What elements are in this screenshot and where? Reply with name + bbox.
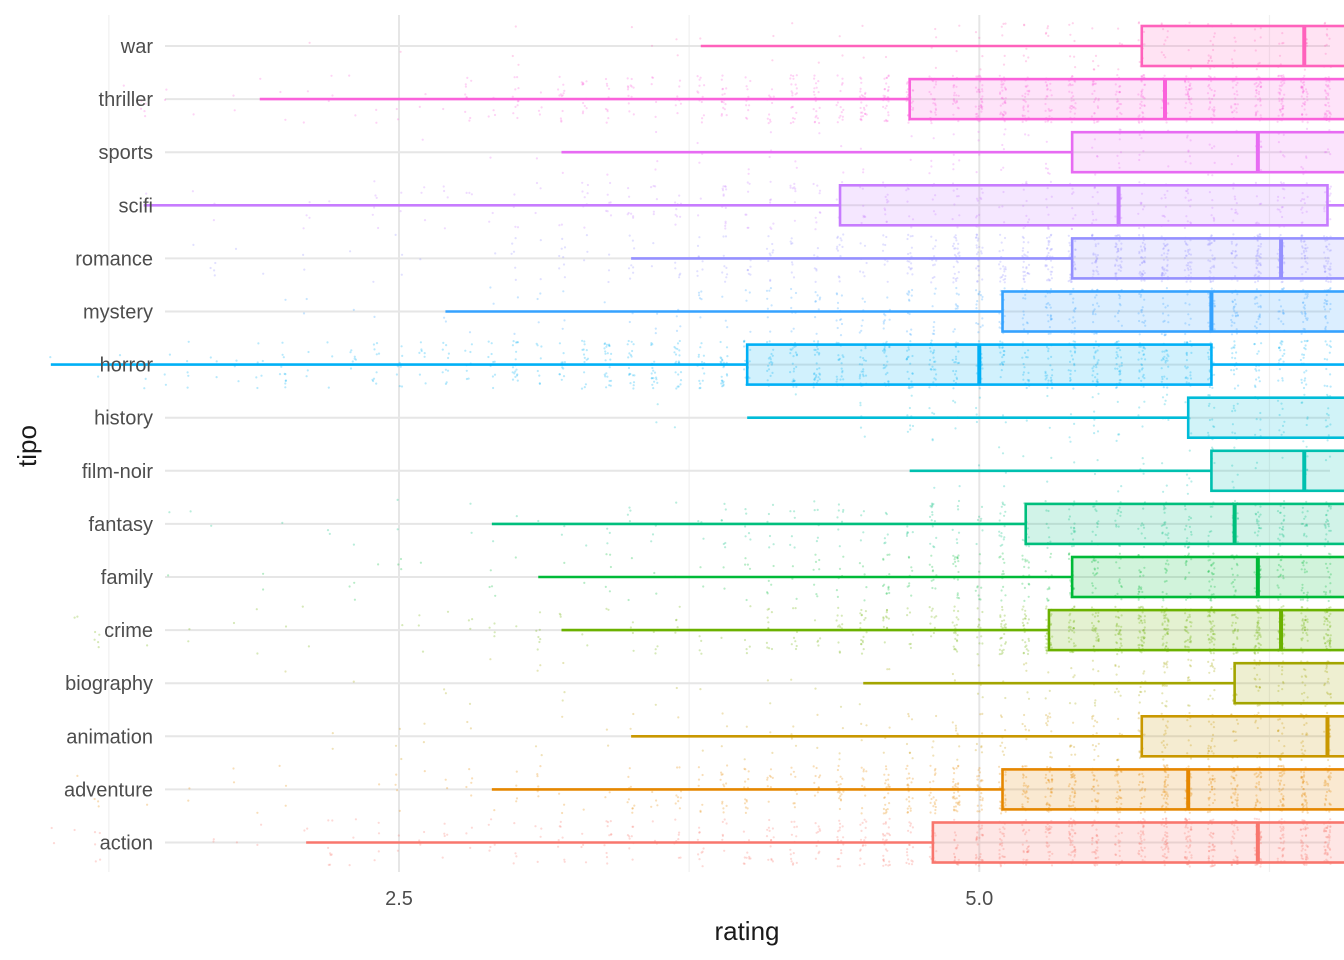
boxplot-romance: [631, 238, 1344, 278]
box: [1211, 451, 1344, 491]
boxplot-biography: [863, 663, 1344, 703]
box: [933, 823, 1344, 863]
y-tick-label: thriller: [99, 89, 154, 111]
y-tick-label: family: [101, 567, 153, 589]
boxplot-fantasy: [492, 504, 1344, 544]
boxplot-action: [306, 823, 1344, 863]
box: [1072, 238, 1344, 278]
y-tick-label: mystery: [83, 302, 153, 324]
box: [1049, 610, 1344, 650]
box: [1235, 663, 1344, 703]
boxplot-thriller: [260, 79, 1344, 119]
y-tick-label: romance: [75, 248, 153, 270]
y-tick-label: film-noir: [82, 461, 153, 483]
boxplot-horror: [51, 345, 1344, 385]
boxplot-adventure: [492, 769, 1344, 809]
y-tick-label: war: [120, 36, 154, 58]
y-tick-label: action: [100, 833, 153, 855]
y-tick-label: horror: [100, 355, 154, 377]
y-tick-label: animation: [66, 726, 153, 748]
x-tick-labels: 2.55.07.510.0: [385, 888, 1344, 910]
box: [840, 185, 1327, 225]
box: [1072, 557, 1344, 597]
y-tick-label: crime: [104, 620, 153, 642]
boxplot-mystery: [445, 292, 1344, 332]
boxplot-war: [701, 26, 1344, 66]
box: [1003, 292, 1344, 332]
y-tick-label: adventure: [64, 779, 153, 801]
box: [1142, 26, 1344, 66]
box: [1142, 716, 1344, 756]
y-tick-label: scifi: [119, 195, 153, 217]
boxplot-scifi: [144, 185, 1344, 225]
y-tick-label: sports: [99, 142, 153, 164]
box: [910, 79, 1344, 119]
y-tick-label: fantasy: [89, 514, 153, 536]
boxplot-film-noir: [910, 451, 1344, 491]
boxplot-sports: [561, 132, 1344, 172]
y-tick-label: history: [94, 408, 153, 430]
box: [1188, 398, 1344, 438]
box: [1026, 504, 1344, 544]
x-axis-title: rating: [714, 916, 779, 946]
box: [1072, 132, 1344, 172]
boxplot-animation: [631, 716, 1344, 756]
boxplot-crime: [561, 610, 1344, 650]
x-tick-label: 5.0: [965, 888, 993, 910]
x-tick-label: 2.5: [385, 888, 413, 910]
boxplot-history: [747, 398, 1344, 438]
boxplot-family: [538, 557, 1344, 597]
y-tick-label: biography: [65, 673, 153, 695]
y-axis-title: tipo: [12, 425, 42, 467]
box: [1003, 769, 1344, 809]
